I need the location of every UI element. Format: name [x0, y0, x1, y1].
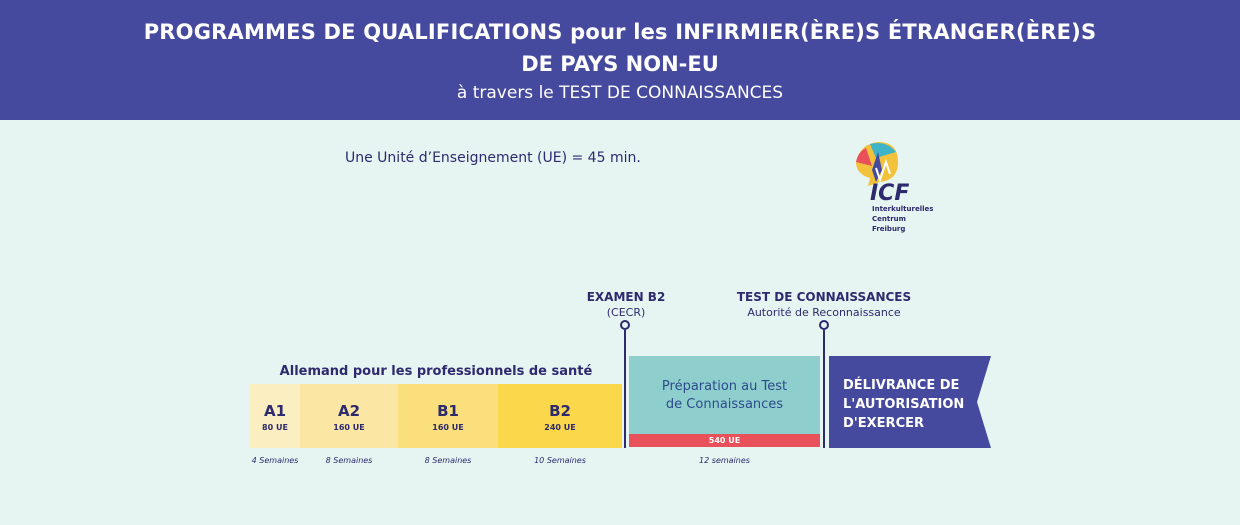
level-b2-name: B2 [549, 402, 571, 420]
subtitle: à travers le TEST DE CONNAISSANCES [456, 83, 784, 103]
exam-b2-title: EXAMEN B2 [586, 290, 666, 304]
delivery-line-2: L'AUTORISATION [843, 397, 965, 412]
level-b2-hours: 240 UE [544, 423, 576, 432]
exam-b2-sub: (CECR) [606, 306, 646, 319]
level-b1-name: B1 [437, 402, 459, 420]
level-a2-hours: 160 UE [333, 423, 365, 432]
header-banner: PROGRAMMES DE QUALIFICATIONS pour les IN… [0, 0, 1240, 120]
duration-preparation: 12 semaines [699, 456, 750, 465]
logo-line-3: Freiburg [872, 225, 906, 233]
level-b1-hours: 160 UE [432, 423, 464, 432]
exam-b2-marker-line [624, 330, 626, 448]
delivery-line-1: DÉLIVRANCE DE [843, 378, 960, 393]
test-title: TEST DE CONNAISSANCES [736, 290, 912, 304]
logo-abbr: ICF [870, 181, 909, 206]
test-marker-line [823, 330, 825, 448]
logo-line-1: Interkulturelles [872, 205, 934, 213]
logo-line-2: Centrum [872, 215, 906, 223]
level-a1: A1 80 UE [250, 384, 300, 448]
level-a2-name: A2 [337, 402, 361, 420]
level-a2: A2 160 UE [300, 384, 398, 448]
exam-b2-marker-dot [620, 320, 630, 330]
title-line-1: PROGRAMMES DE QUALIFICATIONS pour les IN… [143, 20, 1097, 44]
test-sub: Autorité de Reconnaissance [747, 306, 901, 319]
delivery-block: DÉLIVRANCE DE L'AUTORISATION D'EXERCER [829, 356, 991, 448]
level-b1: B1 160 UE [398, 384, 498, 448]
icf-logo-icon: ICF [856, 142, 909, 206]
duration-a2: 8 Semaines [325, 456, 373, 465]
test-marker-dot [819, 320, 829, 330]
test-marker-label: TEST DE CONNAISSANCES Autorité de Reconn… [724, 290, 924, 319]
delivery-arrow-shape [829, 356, 991, 448]
duration-b2: 10 Semaines [534, 456, 586, 465]
icf-logo: ICF Interkulturelles Centrum Freiburg [846, 140, 946, 240]
level-a1-hours: 80 UE [262, 423, 288, 432]
duration-a1: 4 Semaines [251, 456, 299, 465]
preparation-hours-bar: 540 UE [629, 434, 820, 447]
title-line-2: DE PAYS NON-EU [521, 52, 719, 76]
ue-definition-note: Une Unité d’Enseignement (UE) = 45 min. [345, 150, 641, 166]
preparation-line-2: de Connaissances [665, 397, 784, 412]
preparation-block: Préparation au Test de Connaissances [629, 356, 820, 434]
delivery-line-3: D'EXERCER [843, 416, 924, 431]
level-a1-name: A1 [263, 402, 287, 420]
preparation-line-1: Préparation au Test [661, 379, 788, 394]
language-section-label: Allemand pour les professionnels de sant… [279, 364, 593, 379]
duration-b1: 8 Semaines [424, 456, 472, 465]
exam-b2-marker-label: EXAMEN B2 (CECR) [560, 290, 692, 319]
level-b2: B2 240 UE [498, 384, 622, 448]
